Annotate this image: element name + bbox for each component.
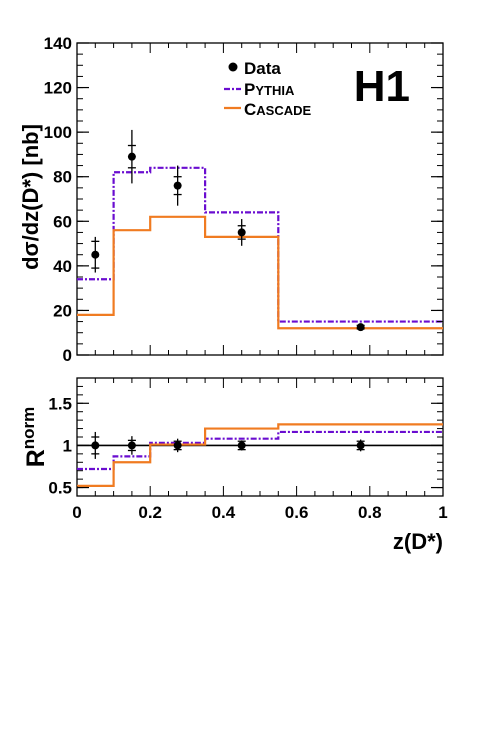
y-tick-label: 120 [44,79,72,98]
data-marker [91,250,100,259]
top-data-points [91,129,365,332]
ratio-data-point [356,439,365,452]
ratio-data-point [91,431,100,459]
y-tick-label: 100 [44,123,72,142]
data-point [127,129,136,184]
x-tick-label: 0.2 [138,503,162,522]
x-tick-label: 1 [438,503,447,522]
data-marker [173,441,182,450]
y-tick-label: 60 [53,212,72,231]
ratio-data-point [127,436,136,455]
y-tick-label: 40 [53,257,72,276]
data-marker [237,441,246,450]
ratio-y-axis-main: R [22,449,50,467]
ratio-series-group [77,423,443,487]
legend: Data PYTHIA CASCADE [224,59,312,119]
x-tick-label: 0.6 [285,503,309,522]
data-marker [173,181,182,190]
ratio-data-point [237,440,246,451]
ratio-data-point [173,438,182,453]
top-series-group [77,166,443,330]
x-tick-label: 0 [72,503,81,522]
y-tick-label: 1 [63,436,72,455]
data-marker [127,441,136,450]
data-marker [127,152,136,161]
data-point [173,165,182,206]
legend-label-data: Data [244,59,281,78]
ratio-cascade-histogram [77,423,443,487]
h1-logo: H1 [354,62,410,111]
y-tick-label: 20 [53,301,72,320]
data-marker [356,441,365,450]
ratio-y-axis-title: Rnorm [19,407,50,468]
x-axis-title: z(D*) [393,529,443,554]
y-tick-label: 140 [44,34,72,53]
cross-section-panel: 0 20 40 60 80 100 120 140 dσ/dz(D*) [nb] H1 Dat… [18,34,444,365]
ratio-panel: 0.5 1 1.5 0 0.2 0.4 0.6 0.8 1 Rnorm z(D*) [19,377,448,554]
top-y-axis-title: dσ/dz(D*) [nb] [18,124,43,270]
legend-data-marker [228,62,238,72]
cascade-histogram [77,215,443,330]
data-point [237,219,246,246]
ratio-data-points [91,431,365,459]
ratio-y-axis-sup: norm [19,407,38,450]
data-marker [237,228,246,237]
data-marker [356,323,365,332]
y-tick-label: 0 [63,346,72,365]
y-tick-label: 0.5 [48,479,72,498]
top-axis-ticks: 0 20 40 60 80 100 120 140 [44,34,444,365]
legend-label-cascade: CASCADE [244,100,312,119]
y-tick-label: 80 [53,168,72,187]
data-point [356,323,365,332]
y-tick-label: 1.5 [48,394,72,413]
legend-label-pythia: PYTHIA [244,80,295,99]
x-tick-label: 0.8 [358,503,382,522]
pythia-histogram [77,166,443,323]
data-point [91,236,100,273]
data-marker [91,441,100,450]
ratio-axis-ticks: 0.5 1 1.5 0 0.2 0.4 0.6 0.8 1 [48,377,448,522]
x-tick-label: 0.4 [212,503,236,522]
